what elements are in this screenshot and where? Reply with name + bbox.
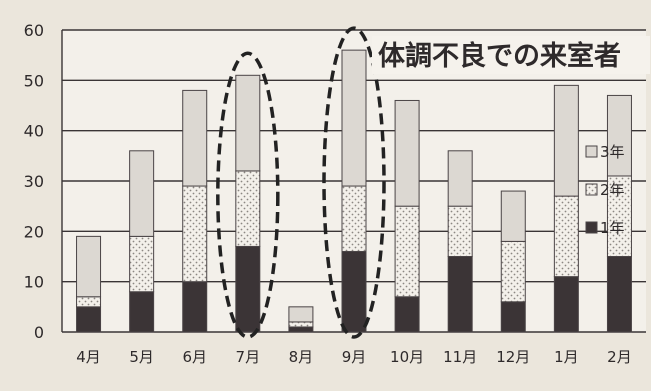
bar-segment [129, 291, 155, 333]
x-tick-labels: 4月 5月 6月 7月 8月 9月 10月 11月 12月 1月 2月 [76, 348, 631, 366]
bars [76, 49, 632, 333]
bar-segment [447, 150, 473, 207]
legend-label: 2年 [600, 181, 625, 199]
chart-title: 体調不良での来室者 [378, 40, 621, 72]
bar-segment [182, 89, 208, 187]
bar-segment [606, 175, 632, 257]
bar-segment [129, 150, 155, 237]
legend-swatch [585, 145, 598, 158]
y-tick-label: 50 [24, 71, 44, 90]
y-tick-label: 60 [24, 21, 44, 40]
bar-segment [129, 235, 155, 293]
bar-segment [447, 205, 473, 258]
bar-segment [76, 306, 102, 333]
x-tick-label: 11月 [443, 348, 477, 366]
legend-label: 3年 [600, 143, 625, 161]
bar-segment [394, 205, 420, 298]
bar-segment [500, 240, 526, 303]
title-background [372, 36, 650, 74]
x-tick-label: 5月 [129, 348, 154, 366]
bar-segment [394, 99, 420, 207]
legend: 3年 2年 1年 [585, 143, 625, 237]
highlight-ellipses [216, 26, 386, 339]
x-tick-label: 1月 [554, 348, 579, 366]
x-tick-label: 6月 [182, 348, 207, 366]
x-tick-label: 8月 [289, 348, 314, 366]
bar-segment [182, 185, 208, 283]
y-tick-label: 10 [24, 273, 44, 292]
y-tick-label: 20 [24, 222, 44, 241]
bar-segment [76, 296, 102, 308]
bar-segment [606, 256, 632, 333]
x-tick-label: 7月 [236, 348, 261, 366]
bar-segment [341, 185, 367, 252]
bar-segment [606, 94, 632, 177]
y-tick-label: 0 [34, 323, 44, 342]
bar-segment [288, 321, 314, 328]
legend-label: 1年 [600, 219, 625, 237]
x-tick-label: 10月 [390, 348, 424, 366]
x-tick-label: 2月 [607, 348, 632, 366]
highlight-ellipse [216, 51, 280, 339]
legend-swatch [585, 221, 598, 234]
x-tick-label: 9月 [342, 348, 367, 366]
bar-segment [76, 235, 102, 298]
bar-segment [341, 250, 367, 333]
legend-swatch [585, 183, 598, 196]
bar-segment [182, 281, 208, 333]
bar-segment [500, 301, 526, 333]
x-tick-label: 12月 [496, 348, 530, 366]
bar-segment [235, 245, 261, 333]
bar-segment [500, 190, 526, 242]
highlight-ellipse [322, 26, 386, 339]
bar-segment [394, 296, 420, 333]
bar-segment [447, 256, 473, 333]
bar-segment [553, 195, 579, 278]
x-tick-label: 4月 [76, 348, 101, 366]
bar-segment [553, 276, 579, 333]
bar-segment [553, 84, 579, 197]
y-tick-labels: 0 10 20 30 40 50 60 [24, 21, 44, 342]
bar-segment [235, 170, 261, 247]
bar-segment [235, 74, 261, 172]
bar-segment [341, 49, 367, 187]
y-tick-label: 40 [24, 122, 44, 141]
bar-segment [288, 326, 314, 333]
y-tick-label: 30 [24, 172, 44, 191]
bar-segment [288, 306, 314, 323]
